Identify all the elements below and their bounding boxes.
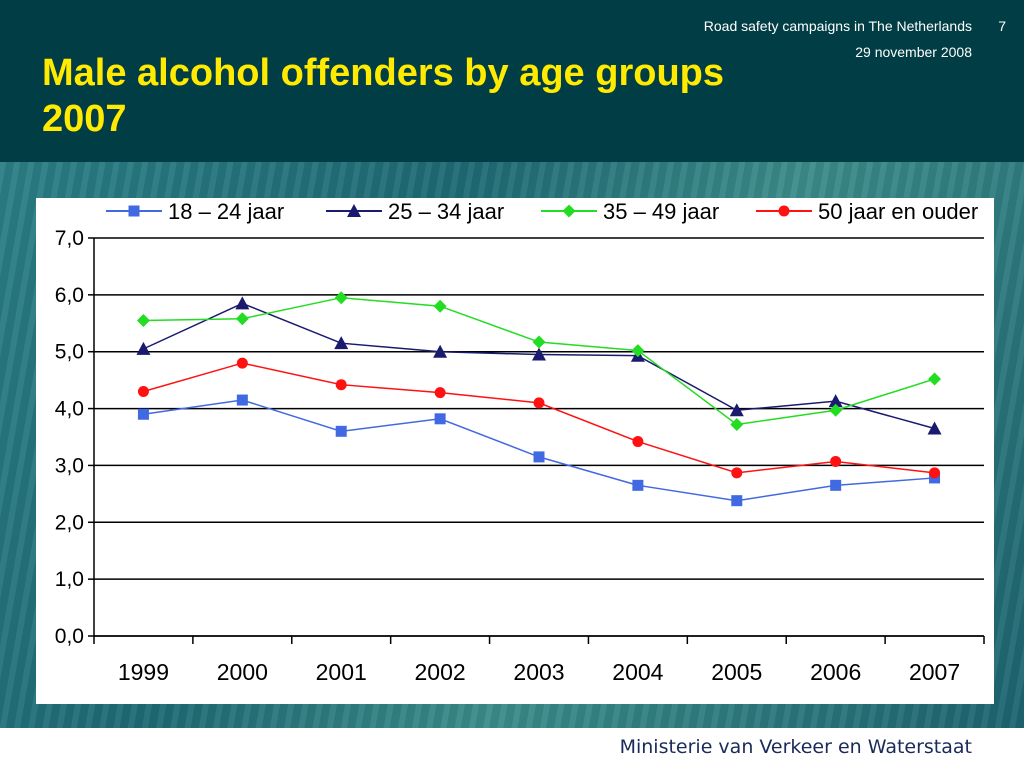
marker-circle — [335, 379, 347, 391]
marker-diamond — [334, 291, 348, 305]
marker-square — [533, 451, 545, 463]
x-tick-label: 2001 — [316, 659, 367, 685]
x-tick-label: 2003 — [513, 659, 564, 685]
page-number: 7 — [998, 18, 1006, 34]
marker-diamond — [631, 344, 645, 358]
slide-title: Male alcohol offenders by age groups 200… — [42, 52, 725, 140]
y-tick-label: 5,0 — [55, 341, 84, 364]
marker-circle — [830, 455, 842, 467]
marker-circle — [236, 357, 248, 369]
legend-label: 25 – 34 jaar — [388, 199, 504, 224]
marker-square — [128, 205, 140, 217]
marker-diamond — [532, 335, 546, 349]
marker-square — [137, 408, 149, 420]
x-tick-label: 2007 — [909, 659, 960, 685]
y-tick-label: 3,0 — [55, 454, 84, 477]
ministry-name: Ministerie van Verkeer en Waterstaat — [619, 736, 972, 758]
chart-panel: 0,0 1,0 2,0 3,0 4,0 5,0 6,0 7,0 1999 2000 2001 2002… — [36, 198, 994, 704]
y-tick-label: 4,0 — [55, 398, 84, 421]
marker-diamond — [235, 312, 249, 326]
marker-triangle — [433, 344, 448, 358]
x-tick-label: 2002 — [415, 659, 466, 685]
legend-label: 35 – 49 jaar — [603, 199, 719, 224]
y-tick-label: 6,0 — [55, 284, 84, 307]
y-tick-label: 2,0 — [55, 511, 84, 534]
x-tick-label: 2006 — [810, 659, 861, 685]
series-line — [143, 302, 935, 430]
x-tick-label: 2004 — [612, 659, 663, 685]
marker-diamond — [136, 313, 150, 327]
legend-label: 50 jaar en ouder — [818, 199, 978, 224]
x-tick-label: 2000 — [217, 659, 268, 685]
marker-diamond — [928, 372, 942, 386]
x-tick-label: 2005 — [711, 659, 762, 685]
marker-diamond — [433, 299, 447, 313]
line-chart: 0,0 1,0 2,0 3,0 4,0 5,0 6,0 7,0 1999 2000 2001 2002… — [55, 199, 985, 685]
marker-circle — [434, 387, 446, 399]
marker-triangle — [532, 347, 546, 361]
y-tick-label: 1,0 — [55, 568, 84, 591]
marker-circle — [632, 436, 644, 448]
marker-square — [335, 425, 347, 437]
y-tick-label: 7,0 — [55, 227, 84, 250]
marker-diamond — [562, 204, 576, 218]
marker-diamond — [829, 403, 843, 417]
slide-footer: Ministerie van Verkeer en Waterstaat — [0, 728, 1024, 768]
marker-circle — [533, 397, 545, 409]
marker-triangle — [927, 421, 942, 435]
marker-circle — [778, 205, 790, 217]
legend-label: 18 – 24 jaar — [168, 199, 284, 224]
marker-triangle — [334, 336, 349, 350]
marker-square — [434, 413, 446, 425]
y-tick-label: 0,0 — [55, 625, 84, 648]
marker-circle — [929, 467, 941, 479]
marker-circle — [731, 467, 743, 479]
marker-square — [731, 495, 743, 507]
marker-triangle — [235, 296, 250, 310]
marker-square — [632, 479, 644, 491]
marker-circle — [137, 386, 149, 398]
x-tick-label: 1999 — [118, 659, 169, 685]
marker-triangle — [136, 341, 151, 355]
marker-triangle — [828, 394, 843, 408]
presentation-name: Road safety campaigns in The Netherlands — [703, 18, 972, 34]
slide-header: Male alcohol offenders by age groups 200… — [0, 0, 1024, 162]
series-line — [143, 399, 935, 502]
marker-square — [830, 479, 842, 491]
marker-square — [236, 394, 248, 406]
presentation-date: 29 november 2008 — [855, 44, 972, 60]
marker-triangle — [729, 403, 744, 417]
marker-diamond — [730, 417, 744, 431]
marker-triangle — [347, 204, 361, 217]
